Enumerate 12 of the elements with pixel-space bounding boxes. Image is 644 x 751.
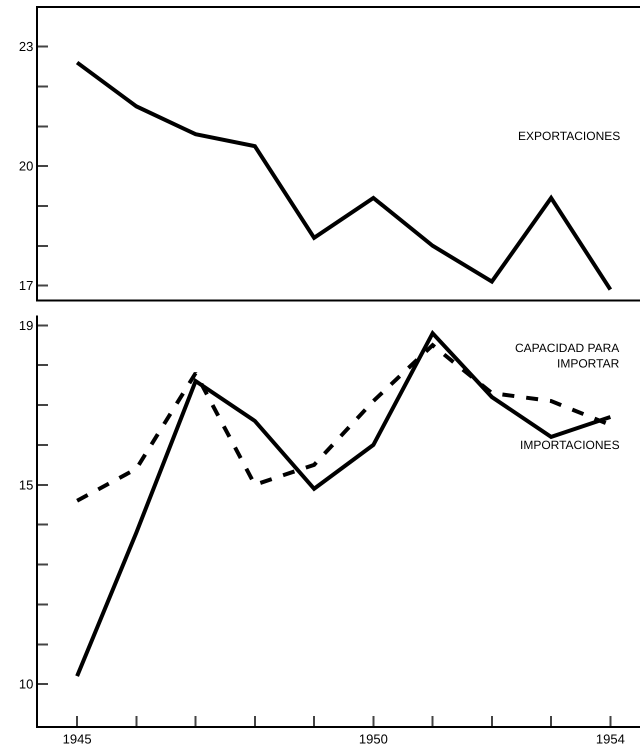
y-tick-label: 19 bbox=[18, 318, 34, 333]
y-tick-label: 15 bbox=[18, 477, 34, 492]
y-tick-label: 17 bbox=[18, 278, 34, 294]
y-tick-label: 23 bbox=[18, 39, 34, 54]
text: EXPORTACIONES bbox=[518, 129, 620, 143]
text: CAPACIDAD PARA IMPORTAR bbox=[515, 341, 620, 371]
y-tick-label: 20 bbox=[18, 158, 34, 174]
series-label: IMPORTACIONES bbox=[520, 438, 620, 452]
x-tick-label: 1954 bbox=[596, 732, 625, 747]
x-tick-label: 1945 bbox=[62, 732, 92, 747]
y-tick-label: 10 bbox=[18, 676, 34, 692]
x-tick-label: 1950 bbox=[358, 732, 388, 747]
